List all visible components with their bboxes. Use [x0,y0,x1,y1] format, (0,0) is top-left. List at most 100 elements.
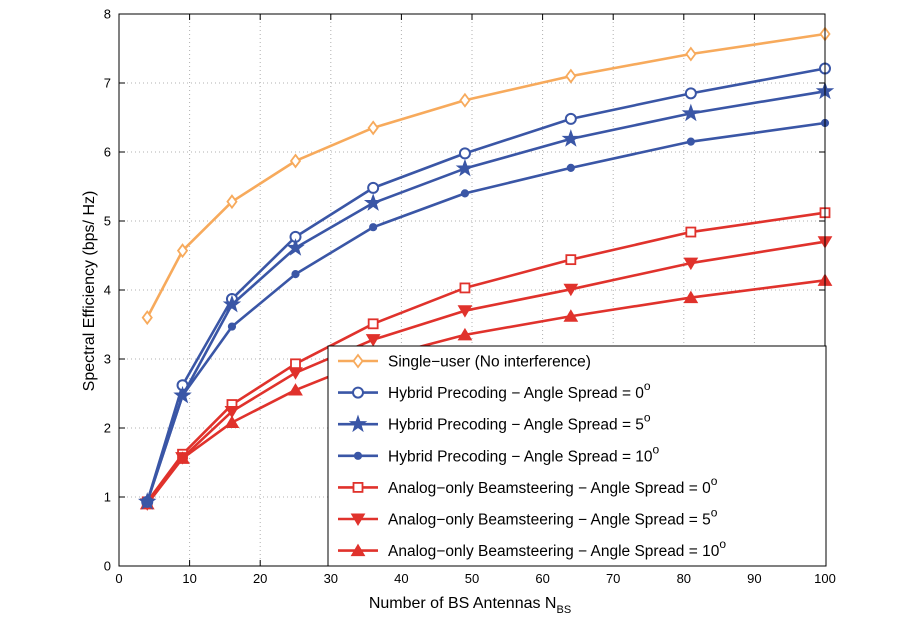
legend-label-superscript: o [711,474,718,488]
data-point [561,129,581,147]
legend-box [327,345,827,567]
legend-label-text: Analog−only Beamsteering − Angle Spread … [388,512,711,529]
y-tick-label: 1 [104,490,111,505]
tick-labels: 0 10 20 30 40 50 60 70 80 90 100 0 1 2 3 4 5 6 7 8 [104,7,836,587]
data-point [457,327,473,341]
data-point [288,367,303,380]
data-point [686,137,695,146]
y-tick-label: 3 [104,352,111,367]
x-axis-title: Number of BS Antennas NBS [369,595,571,616]
x-tick-label: 0 [115,571,122,586]
legend-label-text: Hybrid Precoding − Angle Spread = 10 [388,448,653,465]
data-point [291,270,300,279]
x-tick-label: 20 [253,571,267,586]
data-point [459,92,471,108]
data-point [455,158,475,177]
legend-label: Analog−only Beamsteering − Angle Spread … [388,474,718,497]
legend-label: Hybrid Precoding − Angle Spread = 10o [388,442,660,465]
data-point [143,497,152,506]
data-point [224,415,240,428]
data-point [685,46,697,62]
data-point [178,391,187,400]
y-tick-label: 7 [104,76,111,91]
legend-label-text: Analog−only Beamsteering − Angle Spread … [388,543,720,560]
data-point [367,318,379,330]
legend-label: Hybrid Precoding − Angle Spread = 5o [388,411,651,434]
x-tick-label: 40 [394,571,408,586]
data-point [369,223,378,232]
data-point [226,194,238,210]
series-4 [141,207,831,508]
legend-marker [352,481,364,493]
y-tick-label: 8 [104,7,111,22]
series-0 [141,26,831,326]
x-tick-label: 10 [182,571,196,586]
data-point [222,294,242,313]
legend-label-text: Analog−only Beamsteering − Angle Spread … [388,480,711,497]
legend-marker [352,353,364,369]
x-tick-label: 30 [324,571,338,586]
data-point [141,310,153,326]
legend-label-text: Single−user (No interference) [388,354,591,371]
legend-label: Single−user (No interference) [388,354,591,371]
data-point [563,309,579,322]
x-axis-title-subscript: BS [556,604,571,616]
legend-marker [352,386,364,399]
data-point [683,257,699,271]
legend-item: Analog−only Beamsteering − Angle Spread … [338,537,726,560]
legend-label-superscript: o [719,537,726,551]
legend-marker [350,513,366,526]
data-point [367,120,379,136]
legend-label-superscript: o [644,379,651,393]
x-tick-label: 80 [677,571,691,586]
y-axis-title: Spectral Efficiency (bps/ Hz) [81,191,98,392]
x-tick-label: 60 [535,571,549,586]
data-point [563,283,579,297]
data-point [683,290,699,304]
series-3 [143,118,830,506]
x-tick-label: 100 [814,571,836,586]
legend: Single−user (No interference) Hybrid Prec… [327,345,827,567]
x-tick-label: 70 [606,571,620,586]
data-point [288,383,303,396]
legend-label-superscript: o [644,411,651,425]
data-point [460,189,470,198]
legend-item: Analog−only Beamsteering − Angle Spread … [338,506,718,529]
y-tick-label: 4 [104,283,111,298]
data-point [684,87,697,100]
legend-label: Hybrid Precoding − Angle Spread = 0o [388,379,651,402]
data-point [566,163,575,172]
legend-item: Hybrid Precoding − Angle Spread = 0o [338,379,651,402]
data-point [365,334,381,347]
legend-item: Hybrid Precoding − Angle Spread = 10o [338,442,660,465]
x-tick-label: 90 [747,571,761,586]
legend-item: Single−user (No interference) [338,353,591,371]
legend-label-text: Hybrid Precoding − Angle Spread = 5 [388,417,644,434]
data-point [564,112,577,125]
legend-item: Analog−only Beamsteering − Angle Spread … [338,474,718,497]
legend-item: Hybrid Precoding − Angle Spread = 5o [338,411,651,434]
y-tick-label: 0 [104,559,111,574]
legend-label-superscript: o [711,506,718,520]
legend-label: Analog−only Beamsteering − Angle Spread … [388,506,718,529]
data-point [458,147,471,160]
legend-marker [348,414,368,433]
data-point [176,243,189,259]
legend-label-text: Hybrid Precoding − Angle Spread = 0 [388,385,644,402]
data-point [685,226,697,238]
data-point [681,103,701,122]
y-tick-label: 5 [104,214,111,229]
legend-label: Analog−only Beamsteering − Angle Spread … [388,537,726,560]
data-point [286,238,305,256]
data-point [457,305,473,318]
data-point [367,181,380,194]
legend-marker [350,543,366,557]
data-point [565,254,577,266]
data-point [175,451,190,464]
legend-marker [353,451,363,460]
data-point [290,358,301,370]
data-point [227,322,237,331]
data-point [363,193,383,211]
data-point [565,68,577,84]
